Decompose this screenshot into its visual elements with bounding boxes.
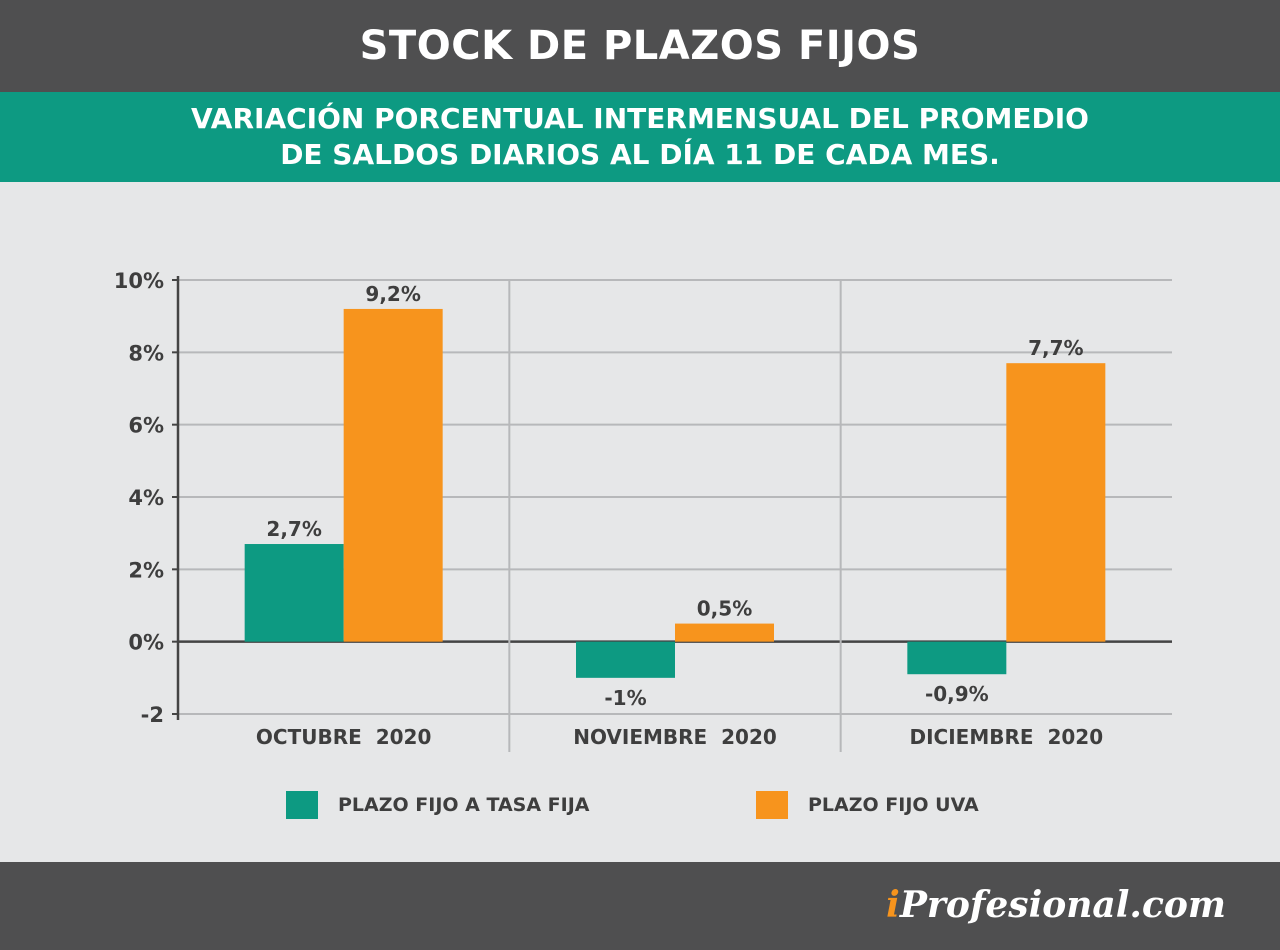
x-tick-label: DICIEMBRE 2020	[910, 725, 1104, 749]
data-label: 2,7%	[266, 517, 321, 541]
y-tick-label: 0%	[128, 631, 164, 655]
brand-logo-i: i	[886, 884, 900, 926]
bar	[1006, 363, 1106, 642]
bar	[907, 641, 1007, 675]
bar	[675, 623, 774, 642]
chart-subtitle-line1: VARIACIÓN PORCENTUAL INTERMENSUAL DEL PR…	[191, 102, 1089, 135]
chart-subtitle-line2: DE SALDOS DIARIOS AL DÍA 11 DE CADA MES.	[280, 138, 1000, 171]
x-tick-label: OCTUBRE 2020	[256, 725, 431, 749]
y-tick-label: 4%	[128, 486, 164, 510]
legend-label-fixed-rate: PLAZO FIJO A TASA FIJA	[338, 794, 590, 816]
brand-logo-text: Profesional.com	[899, 884, 1226, 926]
legend-swatch-uva	[756, 791, 788, 819]
y-tick-label: 2%	[128, 558, 164, 582]
chart-title: STOCK DE PLAZOS FIJOS	[359, 23, 921, 69]
bar	[343, 308, 443, 642]
bar	[576, 641, 675, 678]
legend-label-uva: PLAZO FIJO UVA	[808, 794, 979, 816]
bar-chart: -2 0% 2% 4% 6% 8% 10% OCTUBRE 2020 2,7% 9,2% NOVIE…	[114, 269, 1172, 752]
y-tick-label: 6%	[128, 414, 164, 438]
y-tick-label: -2	[141, 703, 164, 727]
data-label: 7,7%	[1028, 336, 1083, 360]
bar	[244, 544, 344, 642]
data-label: -1%	[604, 686, 646, 710]
data-label: -0,9%	[925, 682, 989, 706]
legend-item-fixed-rate: PLAZO FIJO A TASA FIJA	[286, 790, 590, 820]
legend-item-uva: PLAZO FIJO UVA	[756, 790, 979, 820]
y-tick-label: 10%	[114, 269, 164, 293]
x-tick-label: NOVIEMBRE 2020	[573, 725, 777, 749]
brand-logo: iProfesional.com	[886, 884, 1226, 926]
subheader-bar: VARIACIÓN PORCENTUAL INTERMENSUAL DEL PR…	[0, 92, 1280, 182]
y-tick-label: 8%	[128, 341, 164, 365]
header-bar: STOCK DE PLAZOS FIJOS	[0, 0, 1280, 92]
legend-swatch-fixed-rate	[286, 791, 318, 819]
data-label: 9,2%	[365, 282, 420, 306]
footer-bar: iProfesional.com	[0, 862, 1280, 950]
data-label: 0,5%	[697, 597, 752, 621]
